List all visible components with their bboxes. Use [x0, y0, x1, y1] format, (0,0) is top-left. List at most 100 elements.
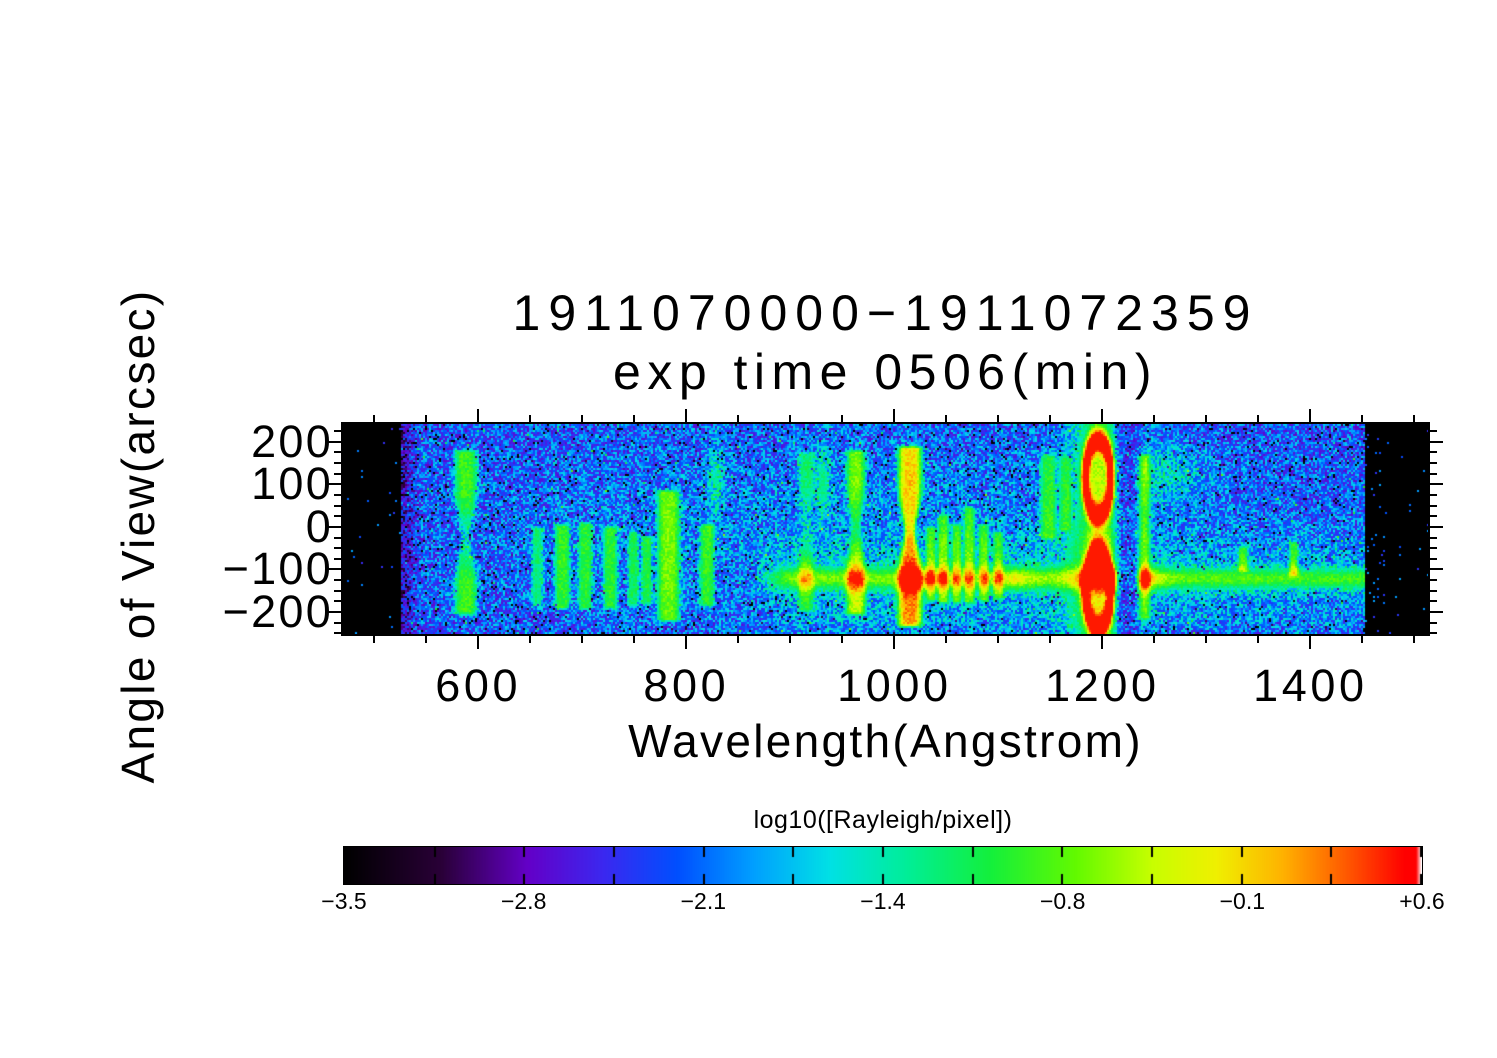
y-tick-label: 100	[251, 458, 333, 510]
axis-tick	[841, 636, 843, 643]
y-tick-label: −100	[222, 543, 333, 595]
axis-tick	[425, 636, 427, 643]
x-tick-label: 1200	[1045, 660, 1160, 711]
colorbar-tick-label: −2.1	[680, 888, 727, 914]
axis-tick	[334, 537, 341, 539]
axis-tick	[893, 636, 895, 649]
axis-tick	[334, 558, 341, 560]
axis-tick	[334, 590, 341, 592]
x-tick-label: 600	[435, 660, 522, 711]
axis-tick	[1413, 415, 1415, 422]
axis-tick	[893, 409, 895, 422]
y-tick-label: −200	[222, 585, 333, 637]
axis-tick	[1430, 494, 1437, 496]
axis-tick	[1430, 526, 1443, 528]
axis-tick	[1430, 473, 1437, 475]
axis-tick	[334, 600, 341, 602]
axis-tick	[1361, 415, 1363, 422]
axis-tick	[334, 430, 341, 432]
colorbar-tick-label: −2.8	[500, 888, 547, 914]
plot-subtitle: exp time 0506(min)	[613, 344, 1158, 400]
axis-tick	[1430, 483, 1443, 485]
axis-tick	[373, 415, 375, 422]
axis-tick	[1205, 636, 1207, 643]
spectrogram-frame	[341, 422, 1430, 636]
axis-tick	[1049, 415, 1051, 422]
axis-tick	[334, 622, 341, 624]
axis-tick	[477, 636, 479, 649]
colorbar-tick-label: +0.6	[1399, 888, 1445, 914]
axis-tick	[997, 415, 999, 422]
axis-tick	[529, 415, 531, 422]
axis-tick	[1257, 415, 1259, 422]
axis-tick	[581, 415, 583, 422]
axis-tick	[1430, 537, 1437, 539]
axis-tick	[1101, 636, 1103, 649]
axis-tick	[334, 473, 341, 475]
axis-tick	[328, 526, 341, 528]
axis-tick	[1309, 409, 1311, 422]
axis-tick	[328, 483, 341, 485]
x-tick-label: 800	[643, 660, 730, 711]
axis-tick	[789, 415, 791, 422]
axis-tick	[945, 636, 947, 643]
axis-tick	[1430, 568, 1443, 570]
axis-tick	[1430, 611, 1443, 613]
colorbar-title: log10([Rayleigh/pixel])	[753, 806, 1013, 834]
axis-tick	[328, 441, 341, 443]
axis-tick	[334, 505, 341, 507]
axis-tick	[1049, 636, 1051, 643]
axis-tick	[1430, 505, 1437, 507]
axis-tick	[1430, 558, 1437, 560]
spectrogram-image	[343, 424, 1428, 634]
axis-tick	[334, 451, 341, 453]
axis-tick	[997, 636, 999, 643]
colorbar-tick-label: −3.5	[321, 888, 367, 914]
axis-tick	[373, 636, 375, 643]
axis-tick	[737, 636, 739, 643]
axis-tick	[633, 636, 635, 643]
axis-tick	[425, 415, 427, 422]
axis-tick	[1430, 451, 1437, 453]
axis-tick	[633, 415, 635, 422]
colorbar-frame	[343, 846, 1423, 885]
plot-title: 1911070000−1911072359	[512, 285, 1259, 341]
x-tick-label: 1400	[1253, 660, 1368, 711]
axis-tick	[334, 462, 341, 464]
axis-tick	[1430, 547, 1437, 549]
axis-tick	[841, 415, 843, 422]
axis-tick	[685, 636, 687, 649]
axis-tick	[737, 415, 739, 422]
axis-tick	[477, 409, 479, 422]
axis-tick	[334, 515, 341, 517]
axis-tick	[1205, 415, 1207, 422]
axis-tick	[334, 632, 341, 634]
axis-tick	[1101, 409, 1103, 422]
axis-tick	[328, 568, 341, 570]
axis-tick	[1430, 462, 1437, 464]
colorbar-gradient	[344, 847, 1422, 884]
axis-tick	[1430, 600, 1437, 602]
axis-tick	[334, 547, 341, 549]
axis-tick	[1430, 590, 1437, 592]
axis-tick	[1430, 430, 1437, 432]
axis-tick	[1430, 632, 1437, 634]
axis-tick	[789, 636, 791, 643]
axis-tick	[334, 579, 341, 581]
axis-tick	[1413, 636, 1415, 643]
y-tick-label: 0	[305, 500, 333, 552]
axis-tick	[685, 409, 687, 422]
axis-tick	[1153, 415, 1155, 422]
y-tick-label: 200	[251, 415, 333, 467]
colorbar-tick-label: −0.1	[1219, 888, 1266, 914]
x-axis-label: Wavelength(Angstrom)	[628, 715, 1143, 767]
axis-tick	[1430, 515, 1437, 517]
axis-tick	[945, 415, 947, 422]
axis-tick	[529, 636, 531, 643]
axis-tick	[1430, 622, 1437, 624]
colorbar-tick-label: −1.4	[860, 888, 906, 914]
axis-tick	[1430, 579, 1437, 581]
colorbar-tick-label: −0.8	[1039, 888, 1086, 914]
axis-tick	[581, 636, 583, 643]
axis-tick	[334, 494, 341, 496]
